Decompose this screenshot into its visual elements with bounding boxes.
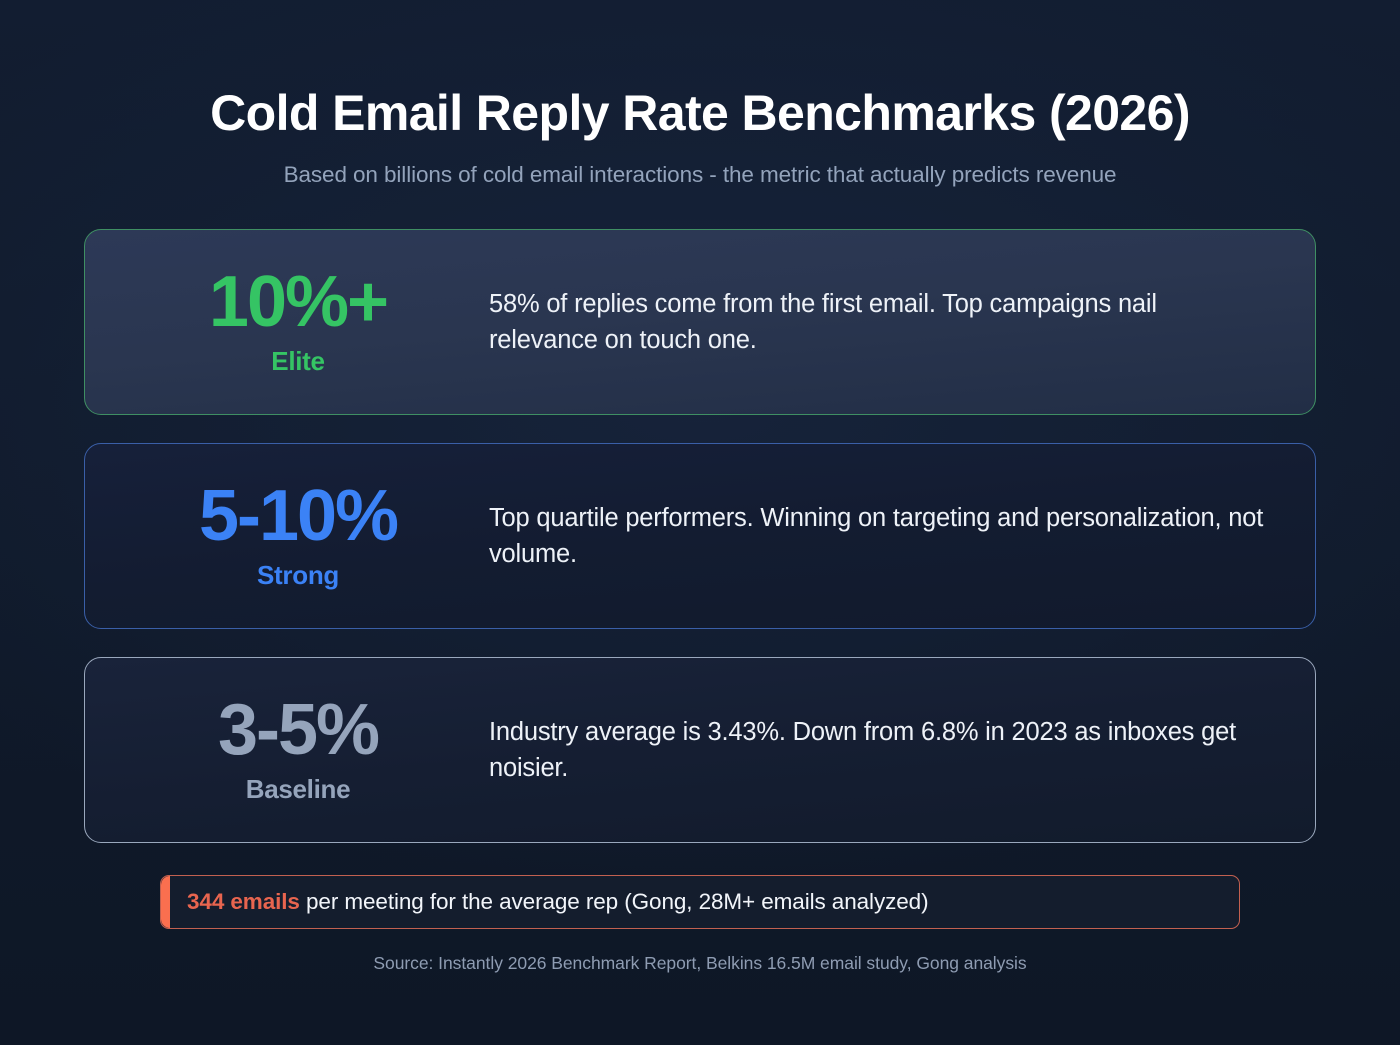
callout-container: 344 emails per meeting for the average r…	[84, 875, 1316, 929]
callout-banner: 344 emails per meeting for the average r…	[160, 875, 1240, 929]
tier-value-strong: 5-10%	[198, 475, 399, 556]
tier-card-elite: 10%+ Elite 58% of replies come from the …	[84, 229, 1316, 415]
header: Cold Email Reply Rate Benchmarks (2026) …	[84, 0, 1316, 188]
tier-card-strong: 5-10% Strong Top quartile performers. Wi…	[84, 443, 1316, 629]
callout-text: 344 emails per meeting for the average r…	[187, 889, 929, 915]
tier-card-baseline: 3-5% Baseline Industry average is 3.43%.…	[84, 657, 1316, 843]
tier-description-baseline: Industry average is 3.43%. Down from 6.8…	[489, 717, 1236, 782]
page-title: Cold Email Reply Rate Benchmarks (2026)	[210, 85, 1190, 141]
tier-label-baseline: Baseline	[245, 774, 351, 805]
callout-rest: per meeting for the average rep (Gong, 2…	[299, 889, 929, 914]
tier-value-elite: 10%+	[208, 261, 389, 342]
tier-value-baseline: 3-5%	[217, 689, 380, 770]
page-subtitle: Based on billions of cold email interact…	[283, 162, 1117, 187]
tier-description-strong: Top quartile performers. Winning on targ…	[489, 503, 1264, 568]
tier-stat-strong: 5-10% Strong	[119, 475, 489, 592]
benchmark-tier-list: 10%+ Elite 58% of replies come from the …	[84, 229, 1316, 843]
tier-stat-baseline: 3-5% Baseline	[119, 689, 489, 806]
source-note: Source: Instantly 2026 Benchmark Report,…	[373, 953, 1027, 973]
tier-label-elite: Elite	[271, 346, 325, 377]
tier-label-strong: Strong	[257, 560, 339, 591]
tier-stat-elite: 10%+ Elite	[119, 261, 489, 378]
callout-accent-bar	[161, 876, 170, 928]
tier-description-elite: 58% of replies come from the first email…	[489, 289, 1157, 354]
callout-highlight: 344 emails	[187, 889, 300, 914]
